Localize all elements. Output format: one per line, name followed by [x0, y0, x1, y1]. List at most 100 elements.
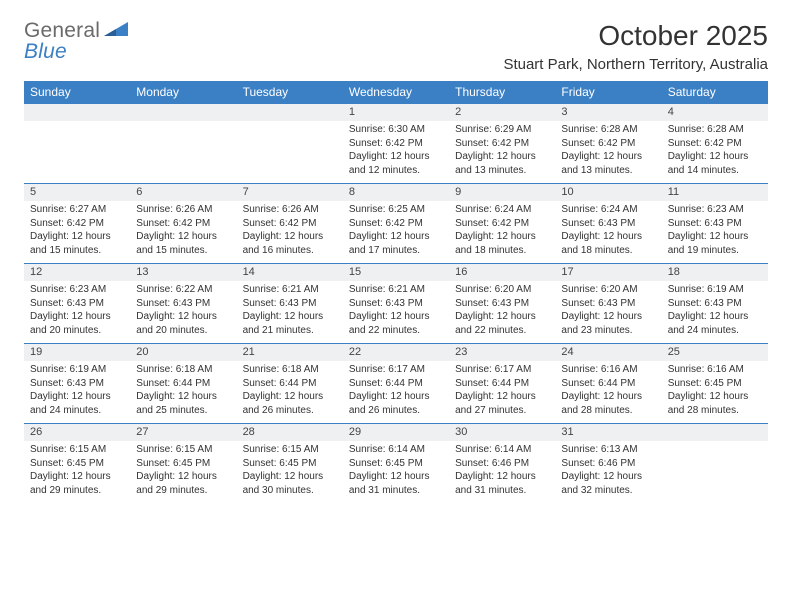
day-number-cell: 20 [130, 343, 236, 361]
logo-word2: Blue [24, 41, 100, 62]
week-daynum-row: 1234 [24, 103, 768, 121]
daylight-text: Daylight: 12 hours and 20 minutes. [136, 310, 230, 337]
sunrise-text: Sunrise: 6:18 AM [243, 363, 337, 377]
daylight-text: Daylight: 12 hours and 21 minutes. [243, 310, 337, 337]
sunset-text: Sunset: 6:42 PM [668, 137, 762, 151]
sunrise-text: Sunrise: 6:16 AM [561, 363, 655, 377]
sunset-text: Sunset: 6:44 PM [455, 377, 549, 391]
sunset-text: Sunset: 6:42 PM [349, 137, 443, 151]
day-number-cell: 30 [449, 423, 555, 441]
day-number-cell: 31 [555, 423, 661, 441]
day-detail-cell: Sunrise: 6:15 AMSunset: 6:45 PMDaylight:… [130, 441, 236, 503]
month-title: October 2025 [503, 20, 768, 52]
sunrise-text: Sunrise: 6:25 AM [349, 203, 443, 217]
daylight-text: Daylight: 12 hours and 22 minutes. [455, 310, 549, 337]
day-number-cell: 25 [662, 343, 768, 361]
sunrise-text: Sunrise: 6:30 AM [349, 123, 443, 137]
day-number-cell: 23 [449, 343, 555, 361]
sunrise-text: Sunrise: 6:14 AM [455, 443, 549, 457]
daylight-text: Daylight: 12 hours and 26 minutes. [349, 390, 443, 417]
day-detail-cell: Sunrise: 6:16 AMSunset: 6:45 PMDaylight:… [662, 361, 768, 423]
sunrise-text: Sunrise: 6:15 AM [243, 443, 337, 457]
day-detail-cell: Sunrise: 6:28 AMSunset: 6:42 PMDaylight:… [555, 121, 661, 183]
sunrise-text: Sunrise: 6:19 AM [30, 363, 124, 377]
daylight-text: Daylight: 12 hours and 31 minutes. [349, 470, 443, 497]
sunrise-text: Sunrise: 6:17 AM [455, 363, 549, 377]
day-detail-cell: Sunrise: 6:29 AMSunset: 6:42 PMDaylight:… [449, 121, 555, 183]
sunset-text: Sunset: 6:46 PM [561, 457, 655, 471]
page: General Blue October 2025 Stuart Park, N… [0, 0, 792, 523]
day-detail-cell: Sunrise: 6:25 AMSunset: 6:42 PMDaylight:… [343, 201, 449, 263]
daylight-text: Daylight: 12 hours and 32 minutes. [561, 470, 655, 497]
sunrise-text: Sunrise: 6:26 AM [136, 203, 230, 217]
day-number-cell [130, 103, 236, 121]
day-number-cell: 24 [555, 343, 661, 361]
day-number-cell: 11 [662, 183, 768, 201]
sunrise-text: Sunrise: 6:13 AM [561, 443, 655, 457]
day-detail-cell: Sunrise: 6:13 AMSunset: 6:46 PMDaylight:… [555, 441, 661, 503]
day-detail-cell: Sunrise: 6:19 AMSunset: 6:43 PMDaylight:… [662, 281, 768, 343]
day-detail-cell: Sunrise: 6:26 AMSunset: 6:42 PMDaylight:… [237, 201, 343, 263]
day-detail-cell: Sunrise: 6:23 AMSunset: 6:43 PMDaylight:… [662, 201, 768, 263]
logo: General Blue [24, 20, 130, 62]
day-number-cell: 4 [662, 103, 768, 121]
week-detail-row: Sunrise: 6:27 AMSunset: 6:42 PMDaylight:… [24, 201, 768, 263]
week-detail-row: Sunrise: 6:30 AMSunset: 6:42 PMDaylight:… [24, 121, 768, 183]
week-daynum-row: 12131415161718 [24, 263, 768, 281]
sunset-text: Sunset: 6:45 PM [668, 377, 762, 391]
sunset-text: Sunset: 6:44 PM [136, 377, 230, 391]
sunrise-text: Sunrise: 6:19 AM [668, 283, 762, 297]
day-number-cell: 28 [237, 423, 343, 441]
day-number-cell: 14 [237, 263, 343, 281]
daylight-text: Daylight: 12 hours and 16 minutes. [243, 230, 337, 257]
sunrise-text: Sunrise: 6:21 AM [243, 283, 337, 297]
sunset-text: Sunset: 6:42 PM [455, 217, 549, 231]
sunset-text: Sunset: 6:42 PM [349, 217, 443, 231]
day-detail-cell [662, 441, 768, 503]
day-number-cell: 5 [24, 183, 130, 201]
sunset-text: Sunset: 6:45 PM [349, 457, 443, 471]
day-detail-cell: Sunrise: 6:22 AMSunset: 6:43 PMDaylight:… [130, 281, 236, 343]
day-detail-cell [237, 121, 343, 183]
sunset-text: Sunset: 6:43 PM [30, 297, 124, 311]
sunset-text: Sunset: 6:43 PM [668, 217, 762, 231]
day-detail-cell: Sunrise: 6:19 AMSunset: 6:43 PMDaylight:… [24, 361, 130, 423]
daylight-text: Daylight: 12 hours and 12 minutes. [349, 150, 443, 177]
sunset-text: Sunset: 6:43 PM [243, 297, 337, 311]
daylight-text: Daylight: 12 hours and 29 minutes. [136, 470, 230, 497]
day-number-cell: 13 [130, 263, 236, 281]
sunrise-text: Sunrise: 6:23 AM [30, 283, 124, 297]
day-number-cell: 26 [24, 423, 130, 441]
day-detail-cell: Sunrise: 6:17 AMSunset: 6:44 PMDaylight:… [449, 361, 555, 423]
day-detail-cell: Sunrise: 6:17 AMSunset: 6:44 PMDaylight:… [343, 361, 449, 423]
day-header-sat: Saturday [662, 81, 768, 103]
day-header-tue: Tuesday [237, 81, 343, 103]
sunset-text: Sunset: 6:43 PM [561, 297, 655, 311]
sunset-text: Sunset: 6:44 PM [561, 377, 655, 391]
daylight-text: Daylight: 12 hours and 23 minutes. [561, 310, 655, 337]
daylight-text: Daylight: 12 hours and 17 minutes. [349, 230, 443, 257]
day-detail-cell: Sunrise: 6:15 AMSunset: 6:45 PMDaylight:… [24, 441, 130, 503]
day-detail-cell: Sunrise: 6:24 AMSunset: 6:42 PMDaylight:… [449, 201, 555, 263]
day-number-cell: 29 [343, 423, 449, 441]
sunset-text: Sunset: 6:43 PM [30, 377, 124, 391]
day-detail-cell: Sunrise: 6:24 AMSunset: 6:43 PMDaylight:… [555, 201, 661, 263]
day-header-fri: Friday [555, 81, 661, 103]
daylight-text: Daylight: 12 hours and 22 minutes. [349, 310, 443, 337]
sunset-text: Sunset: 6:42 PM [455, 137, 549, 151]
day-detail-cell [130, 121, 236, 183]
title-block: October 2025 Stuart Park, Northern Terri… [503, 20, 768, 73]
week-daynum-row: 262728293031 [24, 423, 768, 441]
sunrise-text: Sunrise: 6:24 AM [561, 203, 655, 217]
sunrise-text: Sunrise: 6:15 AM [136, 443, 230, 457]
daylight-text: Daylight: 12 hours and 20 minutes. [30, 310, 124, 337]
sunrise-text: Sunrise: 6:24 AM [455, 203, 549, 217]
sunrise-text: Sunrise: 6:22 AM [136, 283, 230, 297]
daylight-text: Daylight: 12 hours and 13 minutes. [561, 150, 655, 177]
day-number-cell: 6 [130, 183, 236, 201]
day-number-cell: 16 [449, 263, 555, 281]
day-number-cell: 12 [24, 263, 130, 281]
daylight-text: Daylight: 12 hours and 15 minutes. [30, 230, 124, 257]
location-text: Stuart Park, Northern Territory, Austral… [503, 56, 768, 73]
sunset-text: Sunset: 6:43 PM [455, 297, 549, 311]
